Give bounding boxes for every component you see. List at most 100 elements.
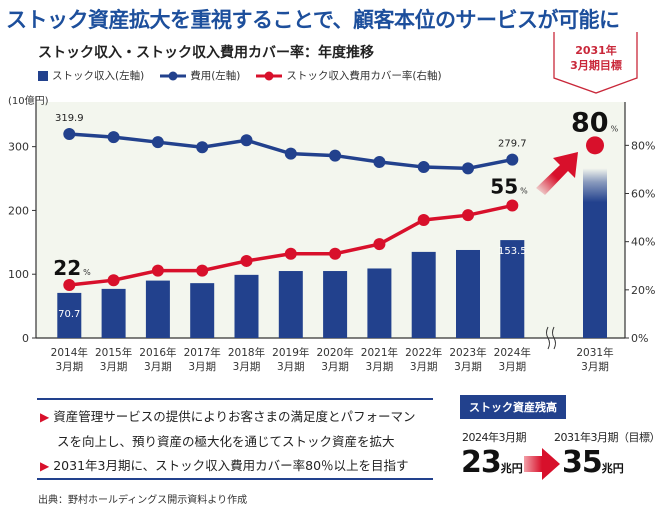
headline: ストック資産拡大を重視することで、顧客本位のサービスが可能に [6,8,620,32]
coverage-data-label: 55 [490,175,518,199]
point-2031年 [586,136,604,155]
note-2: ▶ 2031年3月期に、ストック収入費用カバー率80％以上を目指す [40,455,409,474]
legend-label: ストック収入費用カバー率(右軸) [286,70,442,82]
x-tick-label-period: 3月期 [55,361,83,373]
point-2019年 [284,147,297,160]
bar-2014年 [57,292,82,338]
from-period: 2024年3月期 [462,431,527,444]
bar-data-label: 153.5 [498,246,527,257]
x-tick-label-year: 2031年 [576,346,613,359]
x-tick-label-period: 3月期 [366,361,394,373]
legend-bar-swatch [38,70,48,81]
coverage-data-label: 80 [571,107,609,138]
bar-2023年 [456,249,480,338]
point-2021年 [373,155,386,168]
x-tick-label-year: 2018年 [228,346,265,359]
x-tick-label-year: 2017年 [184,346,221,359]
bar-data-label: 70.7 [58,309,80,320]
x-tick-label-year: 2024年 [494,346,531,359]
y-left-tick-label: 200 [8,204,29,217]
legend-label: 費用(左軸) [190,70,241,82]
x-tick-label-period: 3月期 [277,361,305,373]
point-2019年 [284,247,297,260]
x-tick-label-year: 2019年 [272,346,309,359]
triangle-bullet-icon: ▶ [40,410,50,424]
point-2020年 [329,149,342,162]
percent-unit: % [520,187,528,196]
arrow-up-right-icon [536,152,578,195]
x-tick-label-year: 2021年 [361,346,398,359]
note-1-cont: スを向上し、預り資産の極大化を通じてストック資産を拡大 [57,434,395,449]
x-tick-label-period: 3月期 [321,361,349,373]
x-tick-label-year: 2023年 [449,346,486,359]
y-left-tick-label: 100 [8,268,29,281]
y-right-tick-label: 80% [631,139,655,152]
bar-2017年 [190,283,215,338]
x-tick-label-period: 3月期 [233,361,261,373]
from-value-number: 23 [461,445,502,480]
chart-title: ストック収入・ストック収入費用カバー率：年度推移 [38,45,374,61]
bar-2021年 [367,268,392,338]
point-2020年 [329,247,342,260]
y-right-tick-label: 60% [631,188,655,201]
legend-item-coverage-rate: ストック収入費用カバー率(右軸) [256,68,442,83]
note-text: 資産管理サービスの提供によりお客さまの満足度とパフォーマン [53,409,416,424]
y-right-tick-label: 40% [631,236,655,249]
x-tick-label-period: 3月期 [410,361,438,373]
point-2018年 [240,254,253,267]
cost-data-label: 319.9 [55,113,84,124]
percent-unit: % [83,268,91,277]
to-value-number: 35 [562,445,603,480]
point-2016年 [151,264,164,277]
point-2023年 [462,209,474,222]
legend-item-stock-income: ストック収入(左軸) [38,68,144,83]
x-tick-label-year: 2014年 [51,346,88,359]
percent-unit: % [611,124,619,133]
x-tick-label-year: 2022年 [405,346,442,359]
coverage-data-label: 22 [53,256,81,280]
point-2015年 [107,131,120,144]
point-2018年 [240,134,253,147]
x-tick-label-period: 3月期 [188,361,216,373]
cost-data-label: 279.7 [498,139,527,150]
x-tick-label-period: 3月期 [498,361,526,373]
y-left-tick-label: 300 [8,141,29,154]
bar-2015年 [101,288,126,338]
y-left-tick-label: 0 [22,332,29,345]
legend-label: ストック収入(左軸) [52,70,145,82]
bar-2018年 [234,274,259,338]
point-2024年 [506,199,519,212]
unit: 兆円 [500,462,523,475]
stock-assets-title: ストック資産残高 [460,395,566,419]
x-tick-label-period: 3月期 [454,361,482,373]
from-value: 23兆円 [461,448,523,484]
arrow-right-icon [524,448,560,480]
point-2023年 [462,162,474,175]
legend: ストック収入(左軸) 費用(左軸) ストック収入費用カバー率(右軸) [38,68,442,83]
note-1: ▶ 資産管理サービスの提供によりお客さまの満足度とパフォーマン [40,406,416,425]
bar-2024年 [500,240,525,338]
x-tick-label-period: 3月期 [581,361,609,373]
x-tick-label-year: 2020年 [316,346,353,359]
legend-line-swatch [160,71,187,80]
legend-item-cost: 費用(左軸) [160,68,240,83]
point-2017年 [196,141,209,154]
point-2022年 [417,161,430,174]
unit: 兆円 [601,462,624,475]
point-2016年 [151,136,164,149]
bar-2019年 [278,271,303,338]
point-2014年 [63,127,76,140]
bar-2022年 [411,251,436,338]
bar-2020年 [323,271,348,338]
point-2015年 [107,274,120,287]
point-2022年 [417,214,430,226]
x-tick-label-year: 2015年 [95,346,132,359]
to-value: 35兆円 [562,448,624,484]
y-right-tick-label: 20% [631,284,655,297]
to-period: 2031年3月期（目標） [554,431,661,444]
note-text: 2031年3月期に、ストック収入費用カバー率80％以上を目指す [53,458,409,473]
point-2024年 [506,153,519,166]
x-tick-label-period: 3月期 [100,361,128,373]
point-2017年 [196,264,209,277]
